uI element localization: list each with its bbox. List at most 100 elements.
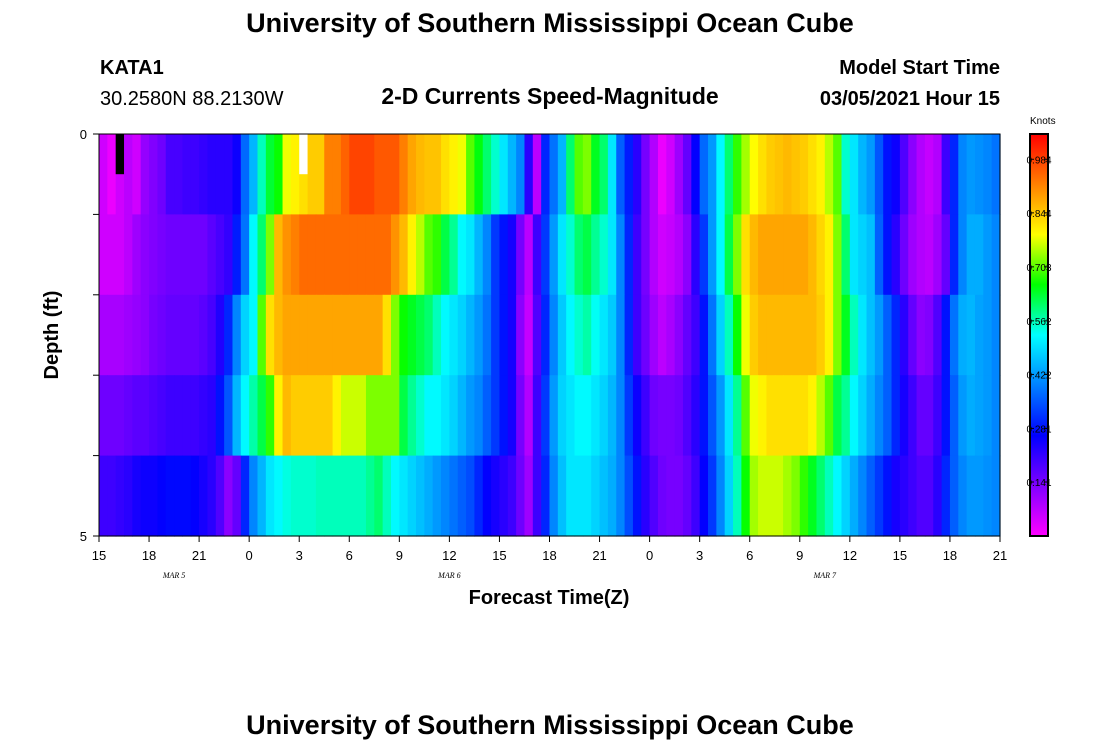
heatmap-cell — [416, 294, 425, 376]
heatmap-cell — [799, 455, 809, 537]
top-title: University of Southern Mississippi Ocean… — [246, 8, 854, 38]
heatmap-cell — [799, 294, 809, 376]
heatmap-cell — [349, 294, 359, 376]
heatmap-cell — [774, 214, 784, 296]
heatmap-cell — [908, 134, 918, 215]
heatmap-cell — [991, 214, 1001, 296]
heatmap-cell — [265, 455, 275, 537]
heatmap-cell — [466, 455, 476, 537]
heatmap-cell — [307, 134, 317, 215]
heatmap-cell — [165, 455, 175, 537]
model-start-label: Model Start Time — [839, 57, 1000, 79]
heatmap-cell — [566, 375, 576, 457]
heatmap-cell — [149, 455, 158, 537]
heatmap-cell — [532, 455, 542, 537]
heatmap-cell — [649, 455, 659, 537]
heatmap-cell — [607, 294, 617, 376]
heatmap-cell — [741, 134, 751, 215]
heatmap-cell — [107, 455, 117, 537]
heatmap-cell — [858, 134, 868, 215]
heatmap-cell — [632, 214, 642, 296]
heatmap-cell — [682, 455, 692, 537]
heatmap-cell — [566, 214, 576, 296]
heatmap-cell — [708, 455, 717, 537]
heatmap-cell — [866, 375, 876, 457]
heatmap-cell — [232, 455, 242, 537]
heatmap-cell — [374, 455, 384, 537]
heatmap-cell — [699, 294, 709, 376]
heatmap-cell — [858, 214, 868, 296]
heatmap-cell — [507, 294, 517, 376]
heatmap-cell — [816, 294, 826, 376]
heatmap-cell — [491, 294, 501, 376]
heatmap-cell — [174, 294, 184, 376]
heatmap-cell — [591, 455, 601, 537]
date-labels: MAR 5 MAR 6 MAR 7 — [162, 571, 837, 580]
heatmap-cell — [641, 375, 651, 457]
heatmap-cell — [933, 214, 943, 296]
x-tick-label: 3 — [296, 548, 303, 563]
heatmap-cell — [232, 294, 242, 376]
heatmap-cell — [808, 455, 818, 537]
heatmap-cell — [908, 455, 918, 537]
heatmap-cell — [457, 294, 467, 376]
heatmap-cell — [841, 455, 851, 537]
heatmap-cell — [557, 214, 567, 296]
heatmap-cell — [874, 375, 884, 457]
heatmap-cell — [574, 294, 584, 376]
heatmap-cell — [449, 294, 459, 376]
heatmap-cell — [674, 214, 684, 296]
heatmap-cell — [432, 134, 442, 215]
heatmap-cell — [549, 294, 559, 376]
heatmap-cell — [891, 134, 901, 215]
heatmap-cell — [507, 134, 517, 215]
heatmap-cell — [257, 134, 267, 215]
heatmap-cell — [407, 294, 417, 376]
heatmap-cell — [716, 214, 726, 296]
heatmap-cell — [924, 134, 934, 215]
heatmap-cell — [274, 134, 284, 215]
heatmap-cell — [783, 214, 793, 296]
heatmap-cell — [666, 134, 676, 215]
heatmap-cell — [566, 294, 576, 376]
heatmap-cell — [290, 214, 300, 296]
heatmap-cell — [607, 134, 617, 215]
heatmap-cell — [307, 455, 317, 537]
heatmap-cell — [616, 375, 626, 457]
heatmap-cell — [833, 375, 843, 457]
heatmap-cell — [674, 375, 684, 457]
heatmap-cell — [416, 214, 425, 296]
heatmap-cell — [449, 375, 459, 457]
heatmap-cell — [983, 375, 993, 457]
heatmap-cell — [215, 455, 225, 537]
heatmap-cell — [516, 214, 526, 296]
heatmap-cell — [232, 214, 242, 296]
heatmap-cell — [449, 455, 459, 537]
heatmap-cell — [140, 455, 150, 537]
heatmap-cell — [833, 294, 843, 376]
y-axis: 05 — [80, 127, 99, 544]
heatmap-cell — [441, 375, 450, 457]
heatmap-cell — [340, 375, 350, 457]
heatmap-cell — [349, 214, 359, 296]
heatmap-cell — [908, 214, 918, 296]
heatmap-cell — [190, 134, 200, 215]
heatmap-cell — [582, 294, 592, 376]
heatmap-cell — [340, 294, 350, 376]
heatmap-cell — [758, 294, 767, 376]
heatmap-cell — [257, 214, 267, 296]
heatmap-cell — [916, 214, 926, 296]
heatmap-cell — [357, 214, 367, 296]
heatmap-cell — [591, 375, 601, 457]
colorbar-tick-label: 0.844 — [1026, 209, 1051, 220]
heatmap-cell — [816, 375, 826, 457]
heatmap-cell — [941, 134, 951, 215]
heatmap-cell — [482, 294, 492, 376]
heatmap-cell — [424, 214, 434, 296]
heatmap-cell — [249, 134, 259, 215]
y-axis-label: Depth (ft) — [41, 291, 63, 380]
heatmap-cell — [182, 214, 192, 296]
heatmap-cell — [249, 214, 259, 296]
heatmap-cell — [457, 375, 467, 457]
heatmap-cell — [282, 134, 292, 215]
